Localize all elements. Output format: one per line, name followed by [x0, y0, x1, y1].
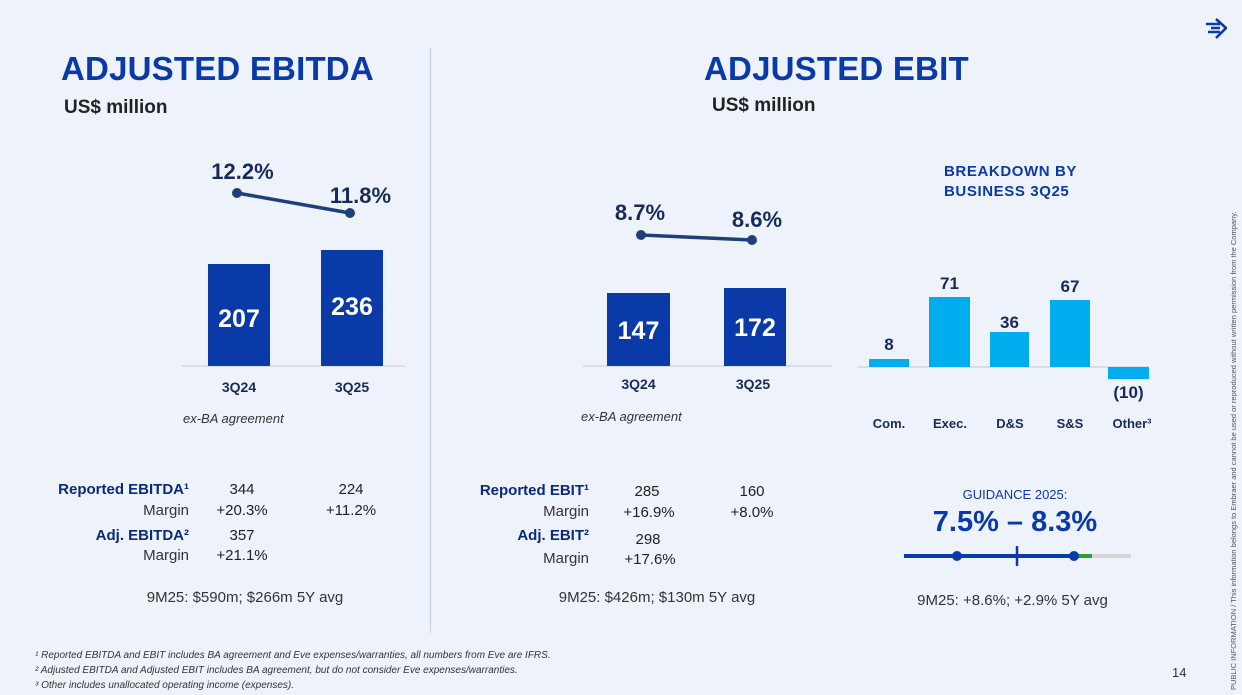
guidance-low-marker [952, 551, 962, 561]
guidance-high-marker [1069, 551, 1079, 561]
guidance-range: 7.5% – 8.3% [932, 506, 1098, 538]
ebitda-title: ADJUSTED EBITDA [61, 50, 374, 87]
ebitda-category-3q24: 3Q24 [221, 379, 257, 395]
ebitda-margin-label-3q24: 12.2% [211, 159, 274, 184]
ebitda-margin-point-3q24 [232, 188, 242, 198]
ebitda-subtitle: US$ million [64, 97, 168, 118]
ebit-chart [583, 230, 1149, 368]
ebitda-summary: 9M25: $590m; $266m 5Y avg [146, 589, 344, 606]
ebitda-bar-3q24 [208, 264, 270, 366]
ebitda-margin1-label: Margin [143, 502, 189, 519]
breakdown-value-com: 8 [884, 335, 894, 354]
footnote-3: ³ Other includes unallocated operating i… [35, 680, 295, 691]
breakdown-category-other: Other³ [1112, 416, 1152, 431]
breakdown-title-line1: BREAKDOWN BY [944, 163, 1078, 180]
ebitda-margin2-label: Margin [143, 547, 189, 564]
guidance-range-bar [904, 546, 1131, 566]
embraer-arrow-logo-icon [1206, 18, 1227, 39]
ebit-margin-point-3q25 [747, 235, 757, 245]
ebitda-margin1-3q24: +20.3% [216, 502, 268, 519]
footnote-2: ² Adjusted EBITDA and Adjusted EBIT incl… [35, 665, 518, 676]
breakdown-category-com: Com. [872, 416, 906, 431]
breakdown-title: BREAKDOWN BY BUSINESS 3Q25 [944, 162, 1077, 202]
reported-ebit-3q24: 285 [634, 483, 660, 500]
ebitda-margin-line [236, 191, 351, 215]
ebit-bar-value-3q25: 172 [734, 314, 776, 342]
breakdown-value-other: (10) [1113, 383, 1144, 402]
ebitda-margin-label-3q25: 11.8% [329, 183, 392, 208]
adj-ebitda-label: Adj. EBITDA² [95, 527, 189, 544]
reported-ebitda-3q25: 224 [338, 481, 364, 498]
ebit-margin-label-3q25: 8.6% [731, 207, 783, 232]
guidance-summary: 9M25: +8.6%; +2.9% 5Y avg [917, 592, 1108, 609]
ebitda-bar-value-3q24: 207 [218, 305, 260, 333]
page-number: 14 [1172, 665, 1187, 680]
ebit-bar-3q25 [724, 288, 786, 366]
breakdown-title-line2: BUSINESS 3Q25 [944, 183, 1070, 200]
ebitda-margin1-3q25: +11.2% [325, 502, 377, 519]
footnote-1: ¹ Reported EBITDA and EBIT includes BA a… [35, 650, 551, 661]
ebitda-chart [182, 188, 405, 367]
ebit-bar-3q24 [607, 293, 670, 366]
breakdown-value-ss: 67 [1060, 277, 1080, 296]
ebit-margin1-label: Margin [543, 503, 589, 520]
ebit-margin1-3q25: +8.0% [730, 504, 774, 521]
adj-ebit-label: Adj. EBIT² [517, 527, 589, 544]
ebit-note: ex-BA agreement [581, 409, 682, 424]
breakdown-value-ds: 36 [1000, 313, 1019, 332]
ebit-margin1-3q24: +16.9% [623, 504, 675, 521]
breakdown-category-exec: Exec. [933, 416, 967, 431]
ebit-subtitle: US$ million [712, 95, 816, 116]
breakdown-category-ds: D&S [996, 416, 1024, 431]
ebitda-bar-value-3q25: 236 [331, 293, 373, 321]
ebit-margin-point-3q24 [636, 230, 646, 240]
breakdown-bar-com [869, 359, 909, 367]
ebitda-bar-3q25 [321, 250, 383, 366]
ebit-bar-value-3q24: 147 [617, 317, 660, 345]
reported-ebit-label: Reported EBIT¹ [479, 482, 589, 499]
ebitda-note: ex-BA agreement [183, 411, 284, 426]
ebit-title: ADJUSTED EBIT [704, 50, 969, 87]
breakdown-value-exec: 71 [940, 274, 959, 293]
ebitda-category-3q25: 3Q25 [334, 379, 370, 395]
ebit-summary: 9M25: $426m; $130m 5Y avg [558, 589, 756, 606]
guidance-label: GUIDANCE 2025: [962, 487, 1068, 502]
breakdown-category-ss: S&S [1056, 416, 1084, 431]
ebit-margin2-label: Margin [543, 550, 589, 567]
breakdown-bar-ds [990, 332, 1029, 367]
ebit-margin2-3q24: +17.6% [624, 551, 676, 568]
reported-ebitda-label: Reported EBITDA¹ [58, 481, 189, 498]
ebitda-margin2-3q24: +21.1% [216, 547, 268, 564]
ebitda-margin-point-3q25 [345, 208, 355, 218]
breakdown-bar-other [1108, 367, 1149, 379]
breakdown-bar-exec [929, 297, 970, 367]
reported-ebit-3q25: 160 [739, 483, 765, 500]
ebit-category-3q25: 3Q25 [735, 376, 771, 392]
adj-ebit-3q24: 298 [635, 531, 661, 548]
reported-ebitda-3q24: 344 [229, 481, 255, 498]
ebit-margin-line [640, 233, 753, 242]
side-disclaimer: PUBLIC INFORMATION / This information be… [1229, 211, 1238, 690]
adj-ebitda-3q24: 357 [229, 527, 255, 544]
ebit-margin-label-3q24: 8.7% [614, 200, 666, 225]
section-divider [430, 48, 431, 633]
ebit-category-3q24: 3Q24 [621, 376, 656, 392]
breakdown-bar-ss [1050, 300, 1090, 367]
